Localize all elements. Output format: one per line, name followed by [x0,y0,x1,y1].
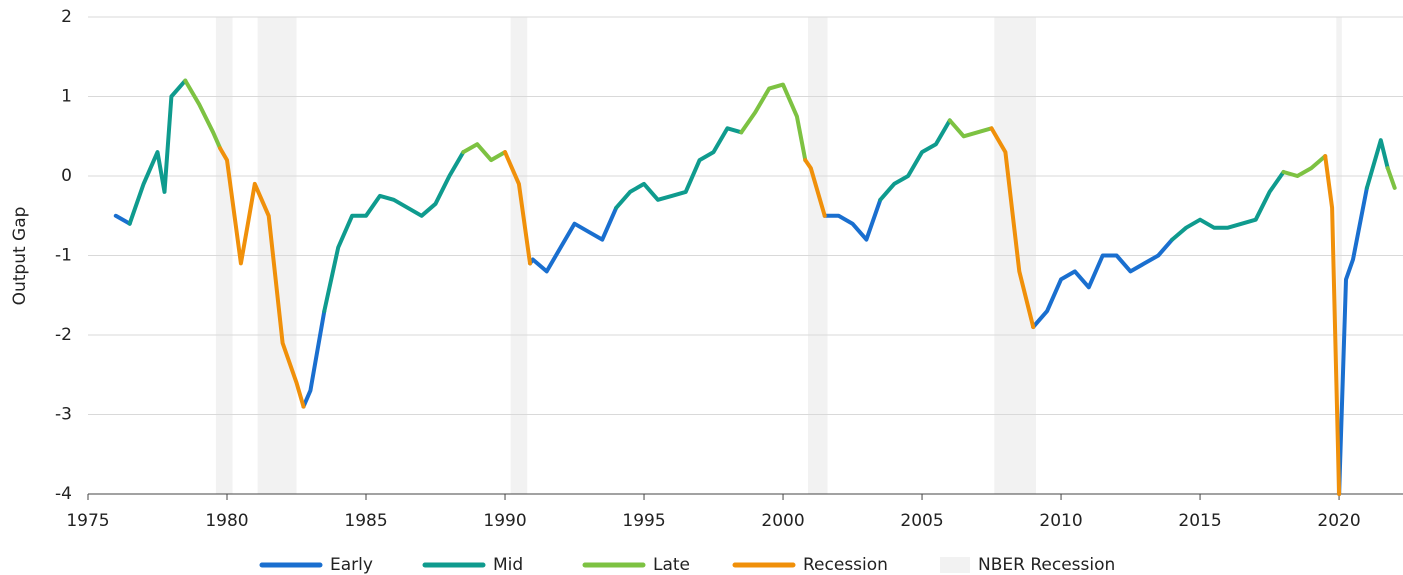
legend-swatch [940,557,970,573]
y-tick-label: -1 [55,246,72,266]
series-line [218,126,1342,496]
x-tick-label: 1995 [622,511,665,531]
legend-label: Recession [803,555,888,575]
y-tick-label: 1 [61,87,72,107]
y-axis-title: Output Gap [10,207,30,306]
legend-label: NBER Recession [978,555,1115,575]
y-tick-label: -3 [55,405,72,425]
series-line [113,185,1369,496]
series-line [127,78,1390,314]
y-tick-label: 2 [61,7,72,27]
x-tick-label: 1980 [205,511,248,531]
x-tick-label: 2005 [900,511,943,531]
series-line [183,78,1397,190]
y-tick-label: -2 [55,325,72,345]
x-tick-label: 2010 [1039,511,1082,531]
legend-label: Late [653,555,690,575]
legend-label: Early [330,555,373,575]
x-tick-label: 2020 [1317,511,1360,531]
x-tick-label: 1975 [66,511,109,531]
y-tick-label: 0 [61,166,72,186]
x-tick-label: 1985 [344,511,387,531]
x-tick-label: 2000 [761,511,804,531]
y-tick-label: -4 [55,484,72,504]
x-tick-label: 2015 [1178,511,1221,531]
x-tick-label: 1990 [483,511,526,531]
legend-label: Mid [493,555,523,575]
